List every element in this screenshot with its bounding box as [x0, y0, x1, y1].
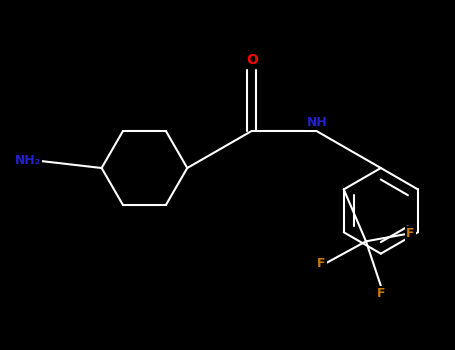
- Text: NH₂: NH₂: [15, 154, 41, 167]
- Text: F: F: [317, 257, 326, 270]
- Text: O: O: [246, 54, 258, 68]
- Text: NH: NH: [307, 116, 328, 128]
- Text: F: F: [377, 287, 385, 300]
- Text: F: F: [406, 228, 415, 240]
